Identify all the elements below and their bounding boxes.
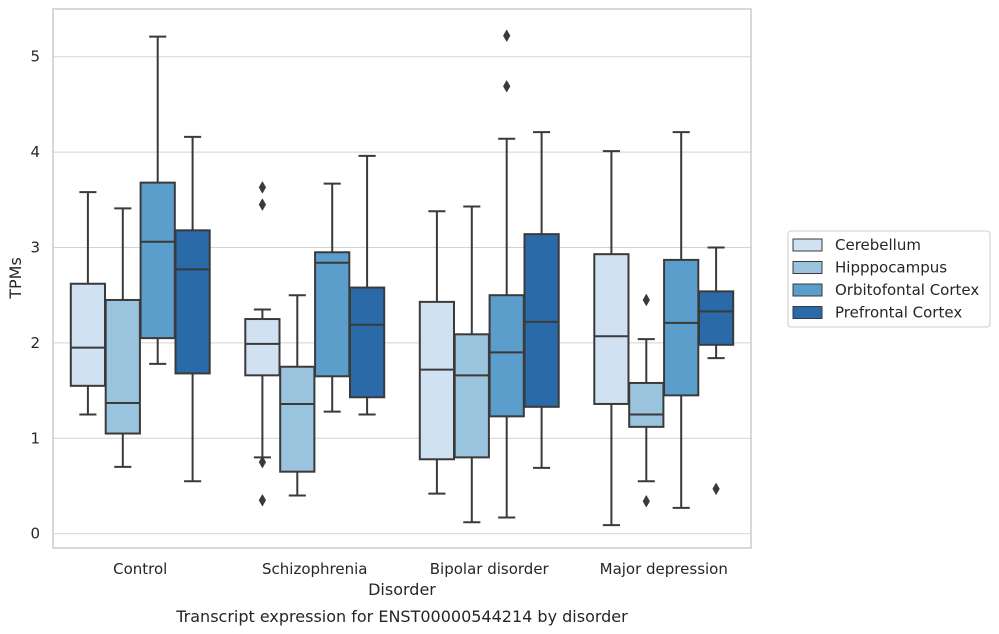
box-hipppocampus <box>453 205 490 524</box>
box-cerebellum <box>69 191 107 416</box>
box-hipppocampus <box>279 294 316 497</box>
box-iqr <box>663 258 700 397</box>
legend-label: Hipppocampus <box>835 259 947 277</box>
y-tick-label: 1 <box>30 429 40 447</box>
box-iqr <box>174 229 211 375</box>
y-tick-label: 0 <box>30 525 40 543</box>
legend-label: Prefrontal Cortex <box>835 304 962 322</box>
legend-swatch <box>792 261 823 274</box>
plot-frame <box>52 8 752 549</box>
box-hipppocampus <box>628 293 665 508</box>
legend: Cerebellum Hipppocampus Orbitofontal Corte… <box>787 230 991 328</box>
box-prefrontal-cortex <box>174 135 211 483</box>
legend-label: Orbitofontal Cortex <box>835 281 979 299</box>
box-iqr <box>139 181 176 340</box>
x-tick-label: Control <box>113 560 167 578</box>
y-axis-label: TPMs <box>6 257 25 300</box>
x-tick-label: Bipolar disorder <box>430 560 550 578</box>
box-iqr <box>593 253 630 405</box>
legend-label: Cerebellum <box>835 236 921 254</box>
box-orbitofontal-cortex <box>663 131 700 509</box>
box-iqr <box>453 333 490 459</box>
box-groups <box>69 29 735 527</box>
y-tick-label: 4 <box>30 143 40 161</box>
flier-point <box>258 455 267 469</box>
box-cerebellum <box>418 210 456 495</box>
chart-caption: Transcript expression for ENST0000054421… <box>175 607 628 626</box>
x-tick-labels: Control Schizophrenia Bipolar disorder Majo… <box>113 560 728 578</box>
box-iqr <box>314 251 351 378</box>
box-iqr <box>104 298 141 435</box>
flier-point <box>503 79 511 93</box>
flier-point <box>258 493 267 507</box>
flier-point <box>258 198 267 211</box>
legend-frame <box>787 230 991 328</box>
box-iqr <box>418 300 456 461</box>
y-tick-labels: 0 1 2 3 4 5 <box>30 48 40 543</box>
flier-point <box>642 494 650 508</box>
y-tick-label: 2 <box>30 334 40 352</box>
box-iqr <box>348 286 386 399</box>
box-cerebellum <box>244 181 281 507</box>
box-iqr <box>244 318 281 377</box>
legend-swatch <box>792 306 823 319</box>
box-prefrontal-cortex <box>523 131 560 469</box>
box-cerebellum <box>593 150 630 527</box>
box-prefrontal-cortex <box>348 154 386 416</box>
x-tick-label: Major depression <box>600 560 728 578</box>
box-iqr <box>523 233 560 408</box>
box-prefrontal-cortex <box>697 246 735 496</box>
plot-border <box>52 8 752 549</box>
y-tick-label: 5 <box>30 48 40 66</box>
flier-point <box>712 482 720 496</box>
box-iqr <box>697 290 735 346</box>
box-orbitofontal-cortex <box>139 35 176 365</box>
legend-swatch <box>792 238 823 252</box>
box-iqr <box>279 365 316 473</box>
box-iqr <box>69 282 107 387</box>
flier-point <box>642 293 650 307</box>
box-orbitofontal-cortex <box>314 182 351 413</box>
box-hipppocampus <box>104 207 141 468</box>
box-iqr <box>628 381 665 428</box>
flier-point <box>503 29 511 43</box>
flier-point <box>258 181 267 194</box>
box-iqr <box>488 294 525 418</box>
x-axis-label: Disorder <box>368 580 436 599</box>
box-orbitofontal-cortex <box>488 29 525 519</box>
legend-swatch <box>792 283 823 297</box>
x-tick-label: Schizophrenia <box>262 560 367 578</box>
y-tick-label: 3 <box>30 238 40 256</box>
